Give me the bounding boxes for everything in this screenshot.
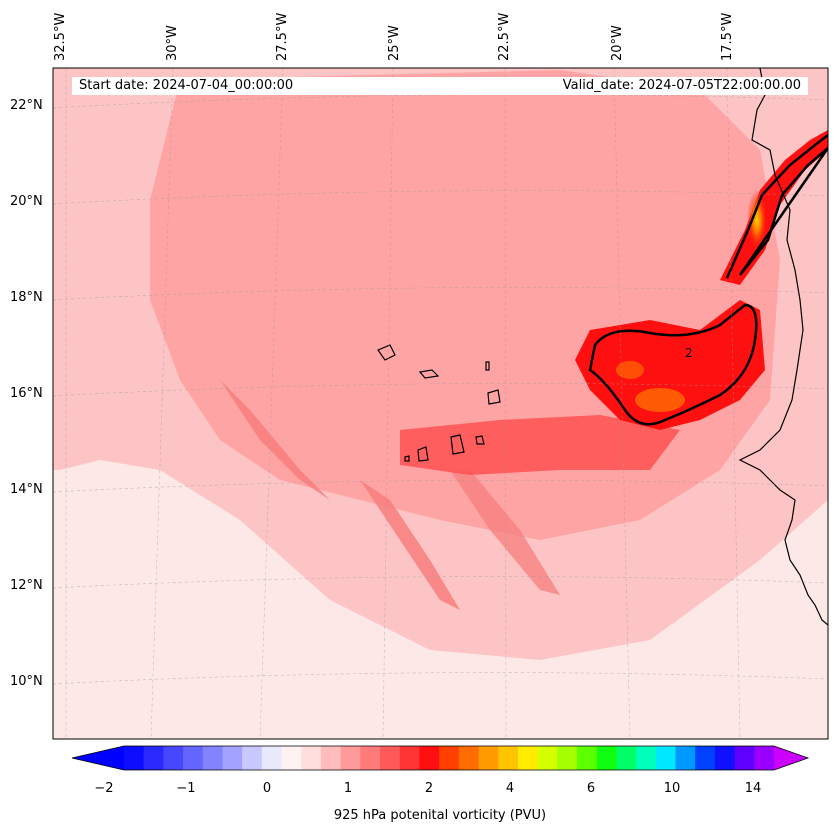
lat-label-22n: 22°N (10, 98, 43, 113)
lon-label-30w: 30°W (165, 25, 180, 61)
colorbar-swatch (596, 746, 617, 770)
lon-label-17.5w: 17.5°W (720, 12, 735, 61)
cbar-tick-6: 6 (586, 781, 596, 796)
colorbar-swatch (439, 746, 460, 770)
colorbar-swatch (183, 746, 204, 770)
pv-band-15n (400, 415, 680, 475)
cbar-tick-m1: −1 (176, 781, 196, 796)
colorbar-swatch (380, 746, 401, 770)
colorbar-extend-max (774, 746, 808, 770)
lon-label-25w: 25°W (387, 25, 402, 61)
colorbar-swatch (143, 746, 164, 770)
lon-label-32.5w: 32.5°W (53, 12, 68, 61)
date-info-box: Start date: 2024-07-04_00:00:00 Valid_da… (72, 77, 808, 95)
colorbar-swatch (577, 746, 598, 770)
colorbar-swatch (517, 746, 539, 770)
lon-label-22.5w: 22.5°W (497, 12, 512, 61)
pv-streak-west (220, 380, 330, 500)
colorbar-swatch (124, 746, 145, 770)
pv-coastal-band (720, 130, 828, 285)
cbar-tick-14: 14 (744, 781, 762, 796)
lat-label-18n: 18°N (10, 290, 43, 305)
colorbar-outline (71, 745, 810, 771)
cbar-tick-10: 10 (663, 781, 681, 796)
valid-date: Valid_date: 2024-07-05T22:00:00.00 (562, 78, 801, 93)
colorbar-swatch (734, 746, 755, 770)
colorbar-swatch (557, 746, 578, 770)
colorbar-swatch (537, 746, 558, 770)
map-frame (52, 67, 829, 740)
lat-label-20n: 20°N (10, 194, 43, 209)
lon-label-27.5w: 27.5°W (275, 12, 290, 61)
colorbar-swatch (202, 746, 223, 770)
cbar-tick-4: 4 (505, 781, 515, 796)
colorbar-swatch (616, 746, 637, 770)
colorbar-swatch (222, 746, 243, 770)
cbar-tick-0: 0 (262, 781, 272, 796)
colorbar-swatch (360, 746, 381, 770)
pv-streak-south2 (450, 470, 560, 595)
start-date: Start date: 2024-07-04_00:00:00 (79, 78, 294, 93)
colorbar-swatch (458, 746, 480, 770)
cbar-tick-2: 2 (424, 781, 434, 796)
colorbar-swatch (478, 746, 499, 770)
pv-core-orange-2 (616, 361, 644, 379)
colorbar-extend-min (72, 746, 124, 770)
colorbar-swatch (340, 746, 361, 770)
colorbar-swatch (695, 746, 716, 770)
colorbar-swatch (399, 746, 420, 770)
colorbar-title: 925 hPa potenital vorticity (PVU) (333, 808, 547, 823)
colorbar-swatch (242, 746, 263, 770)
cbar-tick-1: 1 (343, 781, 353, 796)
colorbar-swatch (498, 746, 519, 770)
colorbar-swatch (281, 746, 302, 770)
colorbar-swatch (419, 746, 440, 770)
pv-streak-south (360, 480, 460, 610)
lat-label-16n: 16°N (10, 386, 43, 401)
contour-label: 2 (685, 346, 693, 360)
colorbar-swatch (320, 746, 342, 770)
colorbar-swatch (655, 746, 677, 770)
colorbar-swatch (714, 746, 736, 770)
colorbar-swatch (675, 746, 696, 770)
african-coastline (738, 68, 828, 626)
cape-verde-islands (377, 344, 501, 462)
lon-label-20w: 20°W (610, 25, 625, 61)
colorbar (71, 745, 810, 771)
pv-hotspot (747, 190, 767, 250)
cbar-tick-m2: −2 (94, 781, 114, 796)
contour-2-main (588, 303, 758, 426)
colorbar-swatch (261, 746, 283, 770)
colorbar-swatch (636, 746, 657, 770)
contour-2-coast (725, 134, 828, 279)
lat-label-10n: 10°N (10, 674, 43, 689)
lat-label-12n: 12°N (10, 578, 43, 593)
pv-core-orange (635, 388, 685, 412)
graticule (53, 68, 828, 739)
colorbar-swatch (754, 746, 775, 770)
colorbar-swatch (301, 746, 322, 770)
lat-label-14n: 14°N (10, 482, 43, 497)
colorbar-swatch (163, 746, 184, 770)
